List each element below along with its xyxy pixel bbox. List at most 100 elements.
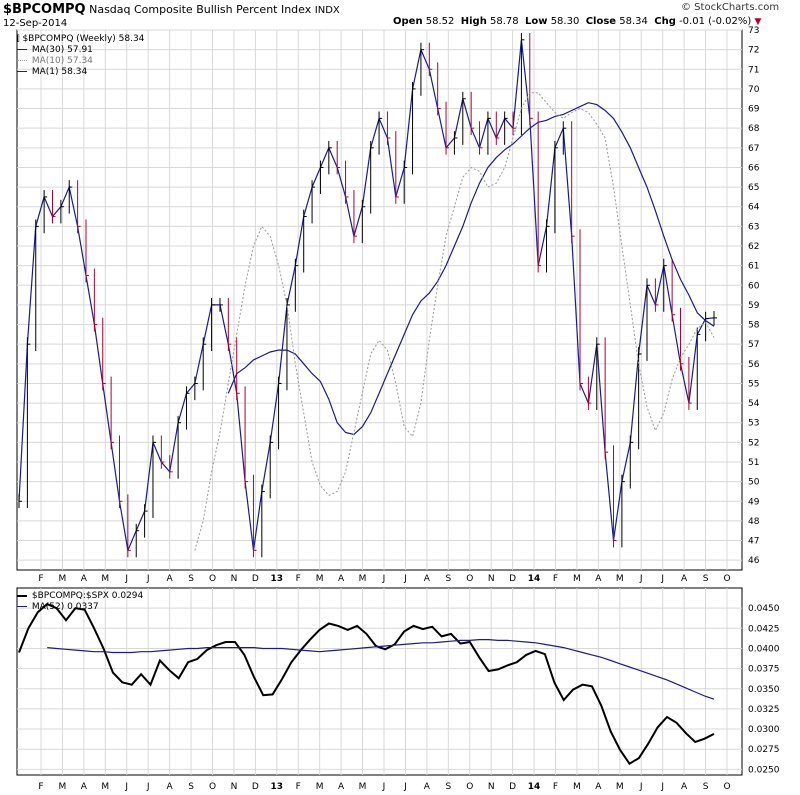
price-y-tick-label: 56 [748,360,760,370]
ratio-x-tick-label: J [639,782,643,792]
ratio-y-tick-label: 0.0250 [748,765,780,775]
ratio-x-tick-label: J [660,782,664,792]
ratio-x-tick-label: 14 [528,782,541,792]
ratio-x-tick-label: J [382,782,386,792]
ratio-x-tick-label: D [252,782,259,792]
ratio-y-tick-label: 0.0350 [748,685,780,695]
close-value: 58.34 [619,16,648,27]
chart-date: 12-Sep-2014 [3,18,68,29]
ratio-x-tick-label: N [231,782,238,792]
price-y-tick-label: 64 [748,203,760,213]
ratio-series--bpcompq-spx [18,602,715,766]
price-x-tick-label: 14 [528,574,541,584]
low-value: 58.30 [550,16,580,27]
bar-icon: ⫿ [17,34,20,43]
price-y-tick-label: 47 [748,537,759,547]
ratio-y-tick-label: 0.0300 [748,725,780,735]
ratio-x-tick-label: A [338,782,345,792]
legend-ma52-label: MA(52) 0.0337 [31,602,99,612]
ma10-swatch [17,60,27,61]
price-x-tick-label: A [167,574,174,584]
price-y-tick-label: 53 [748,419,759,429]
price-y-tick-label: 68 [748,124,760,134]
ratio-x-tick-label: M [573,782,581,792]
legend-ma30-label: MA(30) 57.91 [31,45,93,55]
price-x-tick-label: M [316,574,324,584]
price-x-tick-label: J [382,574,386,584]
ratio-x-tick-label: F [296,782,301,792]
ratio-x-tick-label: A [681,782,688,792]
ratio-x-tick-label: D [509,782,516,792]
price-x-tick-label: N [231,574,238,584]
ratio-y-tick-label: 0.0450 [748,604,780,614]
index-name: Nasdaq Composite Bullish Percent Index [89,3,312,16]
price-y-tick-label: 50 [748,478,760,488]
ratio-x-tick-label: A [81,782,88,792]
price-x-tick-label: F [296,574,301,584]
price-x-tick-label: J [124,574,128,584]
legend-ratio-label: $BPCOMPQ:$SPX 0.0294 [31,591,144,601]
ratio-x-tick-label: A [595,782,602,792]
ratio-x-tick-label: M [616,782,624,792]
ma30-swatch [17,49,27,50]
high-value: 58.78 [490,16,519,27]
price-x-tick-label: J [403,574,407,584]
price-series-ma-10- [194,92,715,551]
price-x-tick-label: M [616,574,624,584]
price-x-tick-label: A [424,574,431,584]
ratio-x-tick-label: J [146,782,150,792]
ratio-x-tick-label: A [167,782,174,792]
ratio-y-tick-label: 0.0400 [748,644,780,654]
open-label: Open [393,16,423,27]
price-x-tick-label: M [573,574,581,584]
legend-ma30: MA(30) 57.91 [17,45,93,55]
ratio-y-tick-label: 0.0425 [748,624,780,634]
ratio-y-tick-label: 0.0375 [748,665,780,675]
price-x-tick-label: M [101,574,109,584]
legend-price-label: $BPCOMPQ (Weekly) 58.34 [22,34,145,44]
legend-ratio: $BPCOMPQ:$SPX 0.0294 [17,591,143,601]
ratio-swatch [17,594,27,597]
ratio-x-tick-label: F [553,782,558,792]
price-y-tick-label: 62 [748,242,759,252]
price-x-tick-label: A [81,574,88,584]
price-x-tick-label: O [466,574,473,584]
ratio-x-tick-label: 13 [271,782,284,792]
exchange-label: INDX [314,5,340,16]
price-x-tick-label: J [660,574,664,584]
chg-value: -0.01 (-0.02%) [679,16,752,27]
ratio-x-tick-label: F [38,782,43,792]
price-y-tick-label: 59 [748,301,760,311]
ratio-x-tick-label: S [188,782,194,792]
legend-ma10-label: MA(10) 57.34 [31,56,93,66]
chg-label: Chg [654,16,676,27]
ratio-x-tick-label: O [466,782,473,792]
open-value: 58.52 [425,16,455,27]
price-x-tick-label: J [146,574,150,584]
ratio-frame [16,587,743,776]
price-y-tick-label: 58 [748,321,760,331]
price-x-tick-label: A [595,574,602,584]
price-y-tick-label: 61 [748,262,759,272]
price-y-tick-label: 51 [748,458,759,468]
close-label: Close [585,16,617,27]
ratio-x-tick-label: M [59,782,67,792]
price-y-tick-label: 66 [748,163,760,173]
price-y-tick-label: 54 [748,399,760,409]
price-x-tick-label: M [59,574,67,584]
price-y-tick-label: 65 [748,183,759,193]
price-y-tick-label: 73 [748,26,759,36]
price-x-tick-label: F [553,574,558,584]
price-y-tick-label: 70 [748,85,760,95]
ohlc-readout: Open 58.52 High 58.78 Low 58.30 Close 58… [393,16,761,27]
price-series-ma-30- [227,102,715,436]
ratio-x-tick-label: M [101,782,109,792]
price-x-tick-label: O [723,574,730,584]
price-x-tick-label: O [209,574,216,584]
ratio-y-tick-label: 0.0325 [748,705,780,715]
legend-ma1: MA(1) 58.34 [17,67,87,77]
price-y-tick-label: 71 [748,65,759,75]
price-x-tick-label: D [509,574,516,584]
